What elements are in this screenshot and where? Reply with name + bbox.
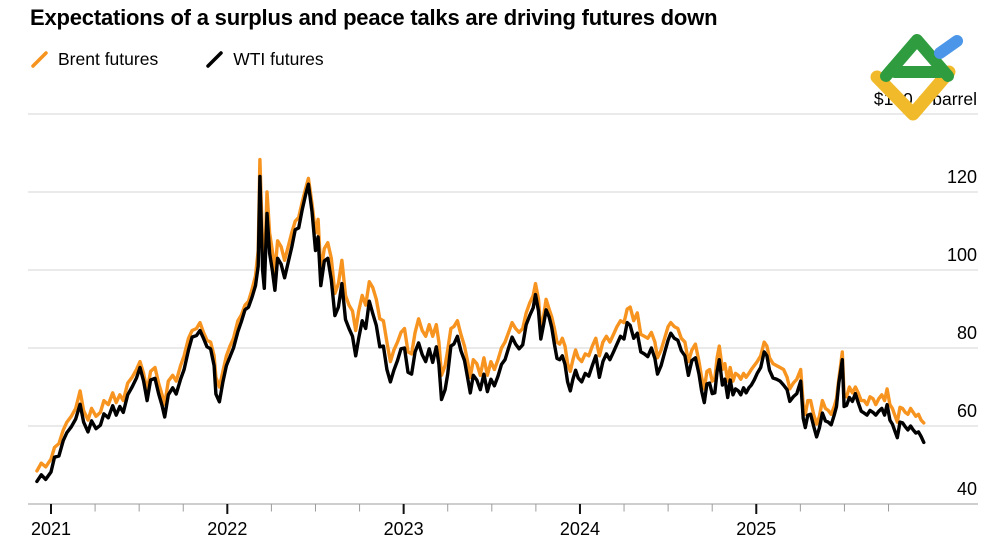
legend: Brent futures WTI futures [30, 49, 324, 70]
x-tick-label: 2023 [384, 519, 424, 539]
legend-item-wti: WTI futures [205, 49, 324, 70]
chart-title: Expectations of a surplus and peace talk… [30, 5, 718, 30]
x-tick-label: 2021 [31, 519, 71, 539]
x-tick-label: 2025 [736, 519, 776, 539]
legend-label-wti: WTI futures [233, 49, 324, 69]
x-tick-label: 2022 [207, 519, 247, 539]
logo-peak-icon [880, 34, 954, 82]
wti-futures-line [35, 174, 926, 484]
brent-line-icon [31, 51, 48, 68]
y-tick-label: 40 [957, 479, 977, 499]
legend-item-brent: Brent futures [30, 49, 158, 70]
wti-line-icon-stroke [206, 51, 223, 68]
logo-check-icon [870, 65, 956, 121]
y-tick-label: 60 [957, 401, 977, 421]
y-tick-label: 100 [947, 245, 977, 265]
brand-logo-icon [870, 34, 963, 121]
logo-tip-icon [934, 35, 963, 59]
legend-label-brent: Brent futures [58, 49, 159, 69]
brent-futures-line [35, 157, 926, 473]
y-tick-label: 80 [957, 323, 977, 343]
wti-line-icon [206, 51, 223, 68]
brent-line-icon-stroke [31, 51, 48, 68]
y-tick-label: 120 [947, 167, 977, 187]
x-tick-label: 2024 [560, 519, 600, 539]
